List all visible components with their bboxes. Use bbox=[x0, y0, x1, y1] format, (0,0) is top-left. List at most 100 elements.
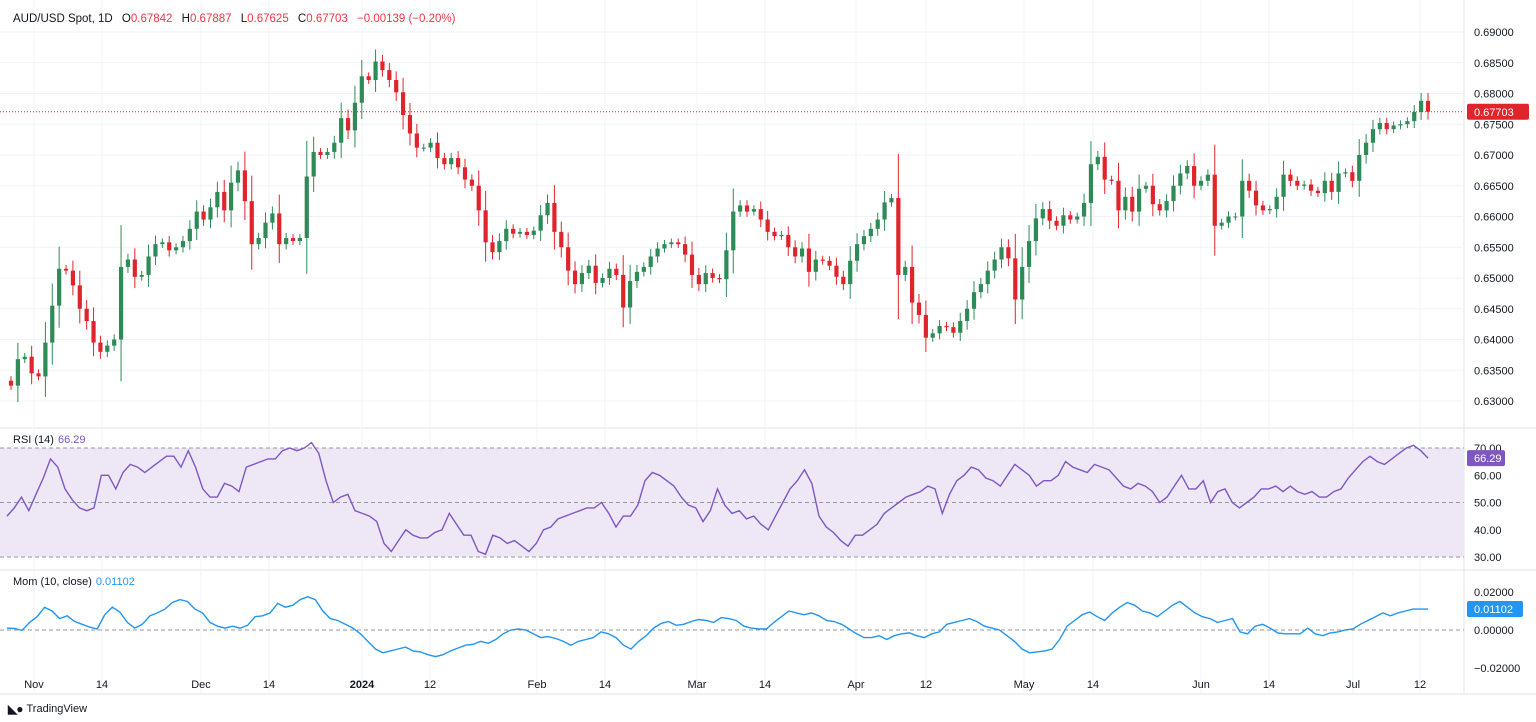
candle-up bbox=[1185, 166, 1190, 174]
rsi-legend[interactable]: RSI (14) 66.29 bbox=[13, 434, 86, 446]
candle-down bbox=[222, 191, 227, 211]
change-value: −0.00139 (−0.20%) bbox=[357, 13, 456, 25]
candle-down bbox=[1212, 174, 1217, 226]
candle-up bbox=[1233, 216, 1238, 218]
candle-up bbox=[985, 270, 990, 285]
x-tick-label: 12 bbox=[1414, 679, 1426, 691]
candle-up bbox=[359, 76, 364, 103]
x-tick-label: 14 bbox=[759, 679, 771, 691]
candle-up bbox=[634, 271, 640, 282]
candle-down bbox=[36, 373, 41, 377]
candle-down bbox=[167, 242, 172, 251]
tradingview-logo[interactable]: ◣● TradingView bbox=[8, 702, 87, 716]
candle-up bbox=[627, 281, 633, 308]
candle-up bbox=[641, 266, 646, 272]
candle-up bbox=[180, 241, 186, 248]
candle-up bbox=[325, 151, 330, 155]
candle-down bbox=[552, 202, 557, 232]
x-tick-label: 14 bbox=[263, 679, 275, 691]
candle-up bbox=[738, 205, 743, 212]
candle-down bbox=[77, 285, 82, 309]
candle-up bbox=[1405, 121, 1410, 125]
candle-down bbox=[414, 133, 419, 148]
open-value: 0.67842 bbox=[130, 13, 173, 25]
candle-up bbox=[1363, 142, 1369, 155]
low-value: 0.67625 bbox=[247, 13, 289, 25]
candle-up bbox=[971, 292, 977, 309]
x-tick-label: Dec bbox=[191, 679, 211, 691]
candle-down bbox=[1013, 258, 1018, 300]
candle-down bbox=[896, 198, 901, 275]
axes: Nov 14 Dec 14 2024 12 Feb 14 Mar 14 Apr 12 May 14 Jun 1… bbox=[24, 27, 1529, 691]
candle-up bbox=[586, 265, 591, 274]
candle-up bbox=[1302, 184, 1307, 186]
price-tick-label: 0.66500 bbox=[1474, 181, 1514, 193]
candle-up bbox=[1370, 129, 1376, 143]
candle-up bbox=[497, 241, 502, 253]
candle-down bbox=[806, 248, 812, 272]
candle-up bbox=[1226, 216, 1231, 223]
candle-up bbox=[848, 260, 853, 285]
candle-down bbox=[786, 234, 791, 248]
candle-up bbox=[208, 207, 213, 220]
x-tick-label: Mar bbox=[688, 679, 707, 691]
candle-down bbox=[744, 205, 750, 212]
candle-down bbox=[318, 151, 323, 155]
candle-down bbox=[345, 118, 351, 131]
momentum-line bbox=[6, 596, 1428, 658]
candle-up bbox=[332, 142, 337, 152]
momentum-series bbox=[6, 596, 1428, 658]
candle-down bbox=[1247, 180, 1252, 191]
candle-up bbox=[999, 247, 1004, 260]
close-value: 0.67703 bbox=[306, 13, 348, 25]
candle-up bbox=[1391, 125, 1396, 130]
candle-up bbox=[1164, 201, 1169, 211]
symbol-title[interactable]: AUD/USD Spot, 1D bbox=[13, 13, 113, 25]
rsi-label: RSI (14) bbox=[13, 434, 54, 446]
candle-up bbox=[270, 213, 275, 223]
candle-down bbox=[1260, 205, 1266, 211]
candle-up bbox=[118, 266, 124, 340]
price-tick-label: 0.65000 bbox=[1474, 273, 1514, 285]
candle-down bbox=[70, 270, 76, 286]
candle-up bbox=[1322, 180, 1327, 194]
candle-down bbox=[366, 76, 371, 80]
candle-down bbox=[1116, 180, 1121, 211]
candle-up bbox=[1088, 164, 1094, 203]
candle-up bbox=[297, 238, 303, 242]
low-label: L bbox=[240, 13, 248, 25]
candle-down bbox=[483, 210, 488, 243]
candle-up bbox=[1198, 180, 1204, 186]
x-tick-label: 14 bbox=[599, 679, 611, 691]
momentum-tick-label: −0.02000 bbox=[1474, 663, 1520, 675]
price-tick-label: 0.66000 bbox=[1474, 212, 1514, 224]
candle-up bbox=[125, 259, 131, 267]
candle-down bbox=[1384, 123, 1389, 130]
candle-up bbox=[146, 256, 151, 275]
candle-up bbox=[1412, 111, 1417, 122]
candle-up bbox=[731, 211, 736, 251]
high-value: 0.67887 bbox=[189, 13, 232, 25]
candle-down bbox=[1425, 100, 1431, 112]
x-tick-label: Feb bbox=[528, 679, 547, 691]
candle-up bbox=[1267, 209, 1272, 211]
candle-up bbox=[1123, 196, 1128, 211]
candle-up bbox=[813, 259, 818, 272]
candle-down bbox=[91, 321, 96, 343]
candle-down bbox=[1109, 179, 1114, 181]
candle-up bbox=[421, 147, 426, 149]
candle-down bbox=[689, 254, 695, 275]
candle-up bbox=[875, 219, 880, 229]
candle-down bbox=[29, 356, 34, 374]
candle-up bbox=[504, 228, 509, 242]
candle-up bbox=[352, 102, 358, 131]
momentum-legend[interactable]: Mom (10, close) 0.01102 bbox=[13, 576, 135, 588]
momentum-tick-label: 0.00000 bbox=[1474, 625, 1514, 637]
candle-down bbox=[696, 274, 701, 285]
candle-up bbox=[215, 191, 220, 208]
candle-up bbox=[1095, 156, 1100, 165]
candle-down bbox=[387, 70, 392, 80]
candle-up bbox=[1274, 196, 1279, 210]
x-tick-label: 2024 bbox=[350, 679, 375, 691]
